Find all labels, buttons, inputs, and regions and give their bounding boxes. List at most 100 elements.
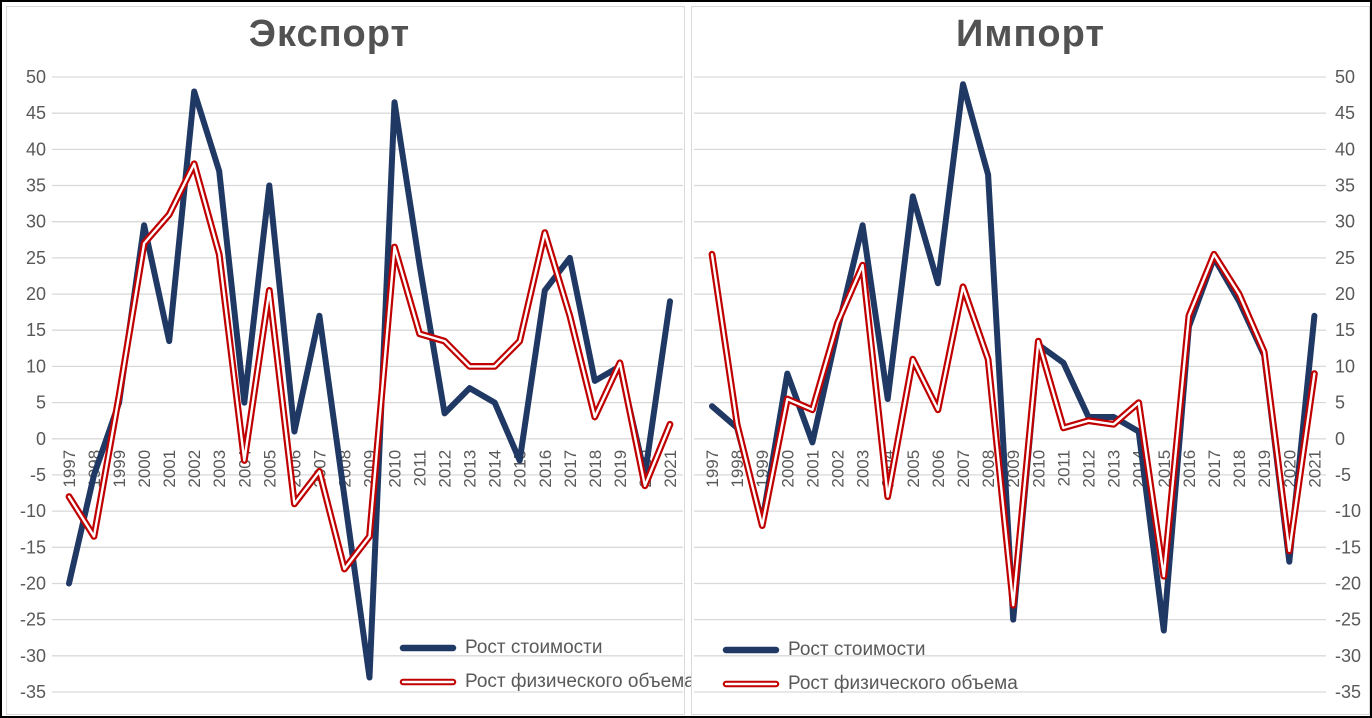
svg-text:2001: 2001	[803, 450, 822, 488]
svg-text:5: 5	[1335, 393, 1345, 413]
svg-text:35: 35	[1335, 176, 1355, 196]
svg-text:5: 5	[36, 393, 46, 413]
svg-text:-5: -5	[1335, 465, 1351, 485]
svg-text:45: 45	[26, 103, 46, 123]
volume-growth-line	[65, 160, 674, 573]
svg-text:2020: 2020	[1280, 450, 1299, 488]
svg-text:15: 15	[26, 320, 46, 340]
svg-text:2010: 2010	[386, 450, 405, 488]
svg-text:-20: -20	[1335, 574, 1361, 594]
svg-text:-30: -30	[1335, 646, 1361, 666]
svg-text:2006: 2006	[929, 450, 948, 488]
value-growth-line	[709, 81, 1318, 634]
legend-label-value-growth: Рост стоимости	[788, 639, 926, 660]
svg-text:2002: 2002	[829, 450, 848, 488]
x-axis-labels: 1997 1998 1999 2000 2001 2002 2003 2004 2005 2006…	[60, 450, 680, 488]
svg-text:2005: 2005	[904, 450, 923, 488]
svg-text:-10: -10	[1335, 501, 1361, 521]
svg-text:2000: 2000	[135, 450, 154, 488]
import-chart-panel: Импорт 50 45 40 35 30 25 20 15 10 5 0 -5 -10 -15 -20 -2…	[691, 6, 1370, 715]
svg-text:0: 0	[1335, 429, 1345, 449]
svg-text:2016: 2016	[1180, 450, 1199, 488]
svg-text:2021: 2021	[661, 450, 680, 488]
value-series-swatch	[722, 646, 780, 654]
svg-text:2013: 2013	[461, 450, 480, 488]
svg-text:2003: 2003	[854, 450, 873, 488]
svg-text:-35: -35	[1335, 682, 1361, 702]
svg-text:2004: 2004	[235, 450, 254, 488]
svg-text:2015: 2015	[511, 450, 530, 488]
legend-label-value-growth: Рост стоимости	[465, 637, 603, 658]
export-chart-title: Экспорт	[248, 13, 411, 55]
svg-text:2019: 2019	[1255, 450, 1274, 488]
svg-text:50: 50	[26, 67, 46, 87]
svg-text:-30: -30	[20, 646, 46, 666]
svg-text:2011: 2011	[411, 450, 430, 487]
svg-text:-15: -15	[1335, 537, 1361, 557]
svg-text:2021: 2021	[1305, 450, 1324, 488]
svg-text:2012: 2012	[436, 450, 455, 488]
svg-text:35: 35	[26, 176, 46, 196]
value-growth-line	[66, 88, 673, 681]
gridlines	[694, 76, 1326, 693]
legend-item-value-growth: Рост стоимости	[722, 638, 1018, 662]
legend-item-value-growth: Рост стоимости	[399, 636, 695, 660]
svg-text:-15: -15	[20, 537, 46, 557]
export-chart-plot: 50454035302520151050-5-10-15-20-25-30-35…	[20, 67, 683, 702]
svg-text:20: 20	[1335, 284, 1355, 304]
svg-text:2005: 2005	[260, 450, 279, 488]
svg-text:30: 30	[26, 212, 46, 232]
legend-label-volume-growth: Рост физического объема	[465, 671, 695, 692]
svg-text:-35: -35	[20, 682, 46, 702]
volume-series-swatch	[399, 678, 457, 686]
svg-text:2018: 2018	[1230, 450, 1249, 488]
svg-text:2012: 2012	[1080, 450, 1099, 488]
export-chart-legend: Рост стоимости Рост физического объема	[399, 636, 695, 694]
svg-text:2000: 2000	[778, 450, 797, 488]
x-axis-labels: 1997 1998 1999 2000 2001 2002 2003 2004 2005 2006…	[703, 450, 1324, 488]
svg-text:2009: 2009	[1004, 450, 1023, 488]
svg-text:0: 0	[36, 429, 46, 449]
import-chart-plot: 50454035302520151050-5-10-15-20-25-30-35…	[694, 67, 1361, 702]
svg-text:2013: 2013	[1105, 450, 1124, 488]
import-chart-legend: Рост стоимости Рост физического объема	[722, 638, 1018, 696]
export-chart-panel: Экспорт 50 45 40 35 30 25 20 15 10 5 0 -5 -10 -15 -20-…	[6, 6, 695, 715]
svg-text:10: 10	[26, 356, 46, 376]
svg-text:2014: 2014	[486, 450, 505, 488]
svg-text:2008: 2008	[979, 450, 998, 488]
svg-text:-25: -25	[1335, 610, 1361, 630]
svg-text:2001: 2001	[160, 450, 179, 488]
svg-text:45: 45	[1335, 103, 1355, 123]
svg-text:1999: 1999	[110, 450, 129, 488]
svg-text:-5: -5	[30, 465, 46, 485]
svg-text:2007: 2007	[954, 450, 973, 488]
svg-text:2018: 2018	[586, 450, 605, 488]
svg-text:2011: 2011	[1054, 450, 1073, 487]
svg-text:-20: -20	[20, 574, 46, 594]
svg-text:2015: 2015	[1155, 450, 1174, 488]
svg-text:2002: 2002	[185, 450, 204, 488]
svg-text:2017: 2017	[1205, 450, 1224, 488]
svg-text:15: 15	[1335, 320, 1355, 340]
svg-text:2017: 2017	[561, 450, 580, 488]
volume-growth-line	[708, 250, 1318, 609]
legend-label-volume-growth: Рост физического объема	[788, 673, 1018, 694]
svg-text:2003: 2003	[210, 450, 229, 488]
svg-text:40: 40	[1335, 139, 1355, 159]
svg-text:1997: 1997	[60, 450, 79, 488]
svg-text:20: 20	[26, 284, 46, 304]
svg-text:-25: -25	[20, 610, 46, 630]
gridlines	[52, 76, 683, 693]
legend-item-volume-growth: Рост физического объема	[399, 670, 695, 694]
legend-item-volume-growth: Рост физического объема	[722, 672, 1018, 696]
svg-text:25: 25	[1335, 248, 1355, 268]
svg-text:-10: -10	[20, 501, 46, 521]
svg-text:2016: 2016	[536, 450, 555, 488]
svg-text:25: 25	[26, 248, 46, 268]
volume-series-swatch	[722, 680, 780, 688]
value-series-swatch	[399, 644, 457, 652]
import-chart-title: Импорт	[956, 13, 1105, 55]
svg-text:40: 40	[26, 139, 46, 159]
